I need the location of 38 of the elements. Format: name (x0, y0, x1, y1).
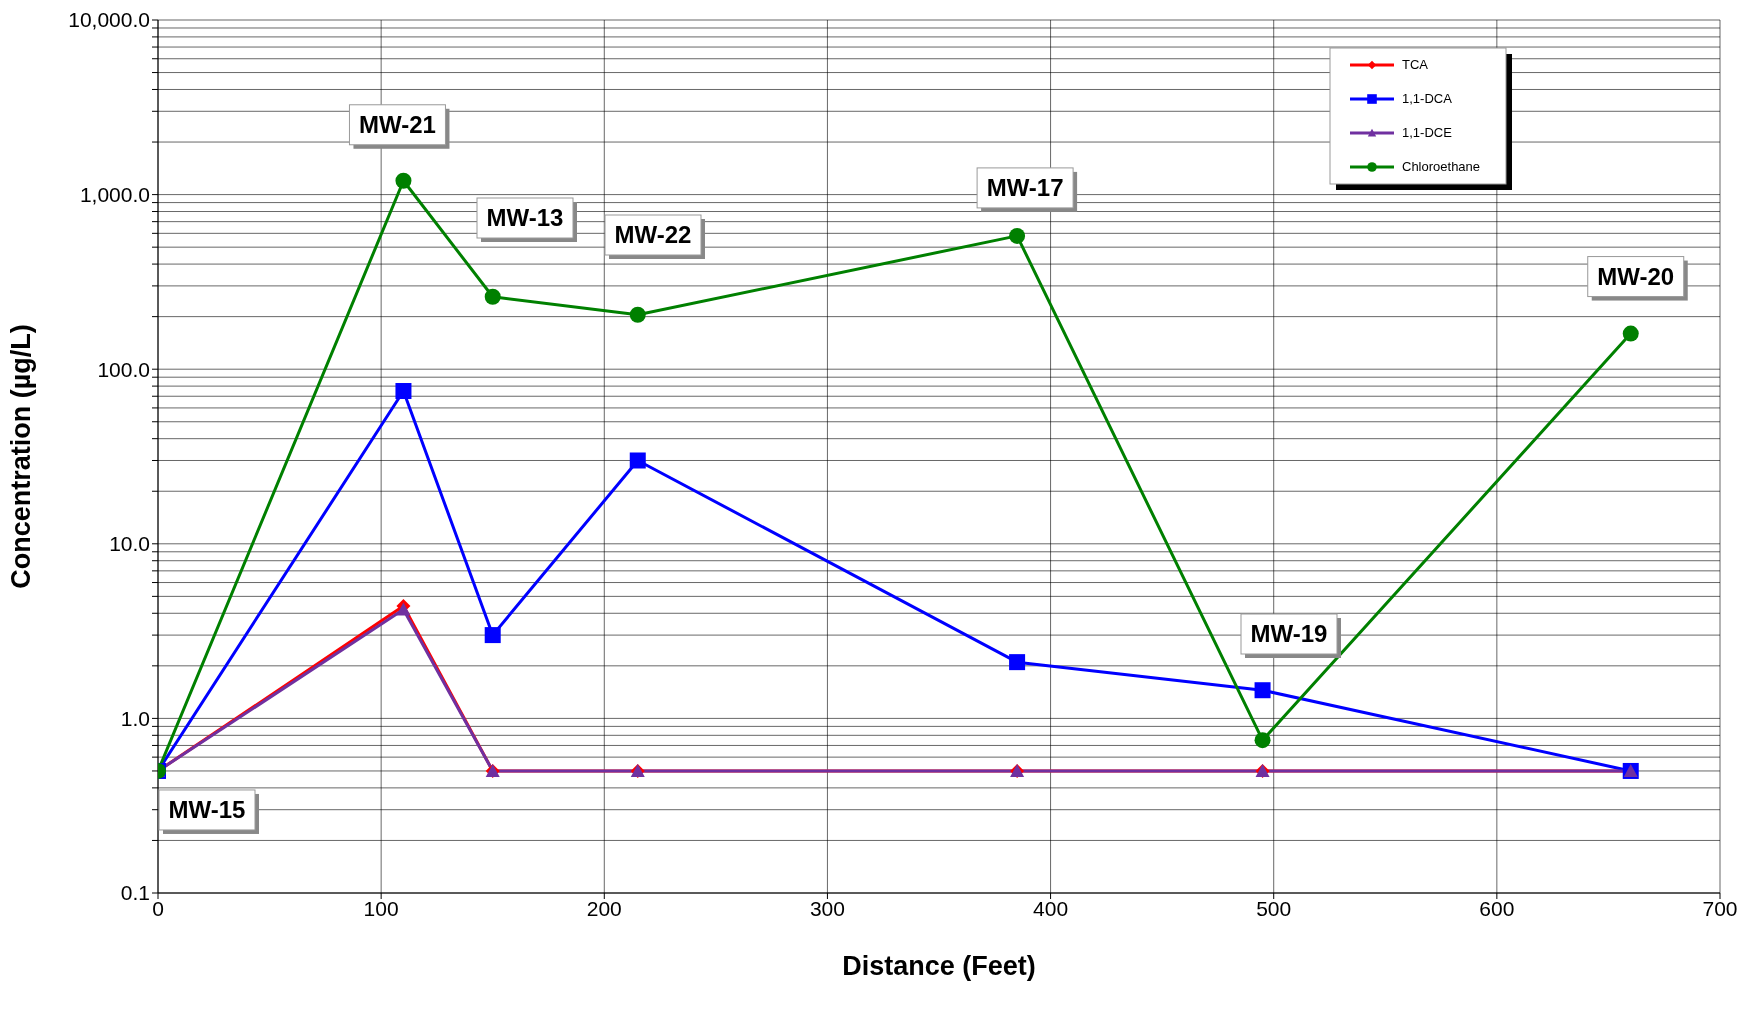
annotation: MW-15 (168, 795, 246, 823)
point (629, 306, 646, 323)
annotation: MW-13 (486, 204, 564, 231)
point (395, 383, 412, 400)
x-tick-label: 300 (809, 896, 845, 920)
y-tick-label: 100.0 (97, 357, 150, 381)
point (1009, 227, 1026, 244)
point (484, 288, 501, 305)
point (629, 452, 646, 469)
y-tick-label: 0.1 (120, 881, 150, 905)
point (1622, 325, 1639, 342)
point (1254, 732, 1271, 749)
point (1009, 654, 1026, 671)
y-axis-title: Concentration (µg/L) (5, 324, 36, 589)
annotation: MW-20 (1597, 262, 1675, 290)
point (395, 172, 412, 189)
legend-label: Chloroethane (1402, 159, 1481, 174)
x-tick-label: 400 (1033, 896, 1069, 920)
annotation: MW-19 (1250, 620, 1328, 647)
y-tick-label: 10,000.0 (68, 8, 150, 32)
y-tick-label: 1.0 (120, 706, 150, 730)
annotation: MW-21 (359, 110, 436, 138)
point (1254, 682, 1271, 699)
y-tick-label: 1,000.0 (79, 183, 150, 207)
annotation: MW-17 (986, 173, 1064, 201)
x-tick-label: 100 (363, 896, 399, 920)
legend-label: 1,1-DCE (1402, 125, 1453, 140)
x-tick-label: 200 (586, 896, 622, 920)
x-axis-title: Distance (Feet) (842, 951, 1036, 981)
point (484, 627, 501, 644)
legend-label: 1,1-DCA (1402, 91, 1453, 106)
x-tick-label: 700 (1702, 896, 1738, 920)
y-tick-label: 10.0 (109, 532, 150, 556)
legend-label: TCA (1402, 57, 1429, 72)
x-tick-label: 0 (152, 896, 164, 920)
x-tick-label: 600 (1479, 896, 1515, 920)
annotation: MW-22 (614, 221, 692, 248)
x-tick-label: 500 (1256, 896, 1292, 920)
